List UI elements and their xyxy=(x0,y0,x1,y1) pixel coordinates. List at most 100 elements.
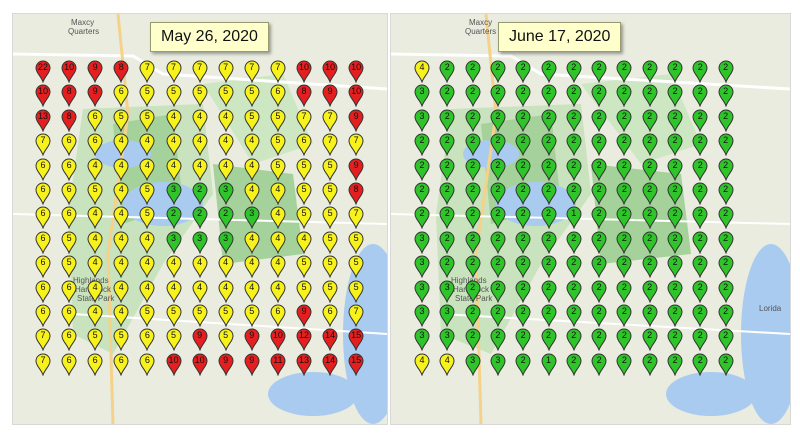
map-marker[interactable]: 2 xyxy=(692,255,708,279)
map-marker[interactable]: 8 xyxy=(348,182,364,205)
map-marker[interactable]: 5 xyxy=(296,182,312,205)
map-marker[interactable]: 2 xyxy=(667,231,683,254)
map-marker[interactable]: 2 xyxy=(616,206,632,230)
map-marker[interactable]: 2 xyxy=(439,109,455,132)
map-marker[interactable]: 2 xyxy=(439,60,455,83)
map-marker[interactable]: 5 xyxy=(322,255,338,279)
map-marker[interactable]: 4 xyxy=(87,304,103,327)
map-marker[interactable]: 3 xyxy=(165,231,182,254)
map-marker[interactable]: 5 xyxy=(113,109,129,132)
map-marker[interactable]: 2 xyxy=(515,84,531,108)
map-marker[interactable]: 2 xyxy=(642,304,658,327)
map-marker[interactable]: 10 xyxy=(61,60,77,83)
map-marker[interactable]: 7 xyxy=(322,133,338,157)
map-marker[interactable]: 3 xyxy=(218,182,234,205)
map-marker[interactable]: 2 xyxy=(490,133,506,157)
map-marker[interactable]: 5 xyxy=(113,328,129,352)
map-marker[interactable]: 6 xyxy=(87,133,103,157)
map-marker[interactable]: 2 xyxy=(591,304,607,327)
map-marker[interactable]: 6 xyxy=(61,280,77,303)
map-marker[interactable]: 10 xyxy=(296,60,312,83)
map-marker[interactable]: 4 xyxy=(87,231,103,254)
map-marker[interactable]: 4 xyxy=(218,280,234,303)
map-marker[interactable]: 5 xyxy=(139,109,155,132)
map-marker[interactable]: 5 xyxy=(139,182,155,205)
map-marker[interactable]: 2 xyxy=(566,255,582,279)
map-marker[interactable]: 2 xyxy=(642,255,658,279)
map-marker[interactable]: 5 xyxy=(244,84,260,108)
map-marker[interactable]: 2 xyxy=(718,158,734,181)
map-marker[interactable]: 2 xyxy=(692,60,708,83)
map-marker[interactable]: 6 xyxy=(139,328,155,352)
map-marker[interactable]: 9 xyxy=(87,84,103,108)
map-marker[interactable]: 2 xyxy=(718,255,734,279)
map-marker[interactable]: 2 xyxy=(667,158,683,181)
map-marker[interactable]: 2 xyxy=(515,255,531,279)
map-marker[interactable]: 9 xyxy=(87,60,103,83)
map-marker[interactable]: 5 xyxy=(87,328,103,352)
map-marker[interactable]: 2 xyxy=(718,182,734,205)
map-marker[interactable]: 6 xyxy=(270,304,286,327)
map-marker[interactable]: 14 xyxy=(322,353,338,376)
map-marker[interactable]: 2 xyxy=(616,328,632,352)
map-marker[interactable]: 2 xyxy=(218,206,234,230)
map-marker[interactable]: 8 xyxy=(113,60,129,83)
map-marker[interactable]: 5 xyxy=(322,158,338,181)
map-marker[interactable]: 2 xyxy=(616,84,632,108)
map-marker[interactable]: 7 xyxy=(348,133,364,157)
map-marker[interactable]: 4 xyxy=(113,182,129,205)
map-marker[interactable]: 2 xyxy=(692,84,708,108)
map-marker[interactable]: 6 xyxy=(35,231,51,254)
map-marker[interactable]: 4 xyxy=(87,280,103,303)
map-marker[interactable]: 2 xyxy=(515,353,531,376)
map-marker[interactable]: 4 xyxy=(296,231,312,254)
map-marker[interactable]: 5 xyxy=(218,84,234,108)
map-marker[interactable]: 5 xyxy=(296,255,312,279)
map-marker[interactable]: 4 xyxy=(113,158,129,181)
map-marker[interactable]: 6 xyxy=(35,206,51,230)
map-marker[interactable]: 4 xyxy=(139,158,155,181)
map-marker[interactable]: 10 xyxy=(322,60,338,83)
map-marker[interactable]: 9 xyxy=(218,353,234,376)
map-marker[interactable]: 2 xyxy=(566,231,582,254)
map-marker[interactable]: 2 xyxy=(616,280,632,303)
map-marker[interactable]: 6 xyxy=(87,353,103,376)
map-marker[interactable]: 2 xyxy=(616,255,632,279)
map-marker[interactable]: 6 xyxy=(61,304,77,327)
map-marker[interactable]: 4 xyxy=(165,109,182,132)
map-marker[interactable]: 22 xyxy=(35,60,51,83)
map-marker[interactable]: 5 xyxy=(244,304,260,327)
map-marker[interactable]: 2 xyxy=(192,206,208,230)
map-marker[interactable]: 2 xyxy=(667,353,683,376)
map-marker[interactable]: 2 xyxy=(616,133,632,157)
map-marker[interactable]: 2 xyxy=(540,109,557,132)
map-marker[interactable]: 2 xyxy=(616,158,632,181)
map-marker[interactable]: 4 xyxy=(165,255,182,279)
map-marker[interactable]: 2 xyxy=(692,304,708,327)
map-marker[interactable]: 5 xyxy=(270,109,286,132)
map-marker[interactable]: 2 xyxy=(515,304,531,327)
map-marker[interactable]: 1 xyxy=(566,206,582,230)
map-marker[interactable]: 2 xyxy=(465,133,481,157)
map-marker[interactable]: 4 xyxy=(87,158,103,181)
map-marker[interactable]: 2 xyxy=(465,280,481,303)
map-marker[interactable]: 5 xyxy=(322,231,338,254)
map-marker[interactable]: 9 xyxy=(296,304,312,327)
map-marker[interactable]: 4 xyxy=(139,231,155,254)
map-marker[interactable]: 1 xyxy=(540,353,557,376)
map-marker[interactable]: 2 xyxy=(192,182,208,205)
map-marker[interactable]: 5 xyxy=(218,304,234,327)
map-marker[interactable]: 2 xyxy=(490,158,506,181)
map-marker[interactable]: 2 xyxy=(465,328,481,352)
map-marker[interactable]: 2 xyxy=(414,206,430,230)
map-marker[interactable]: 15 xyxy=(348,328,364,352)
map-marker[interactable]: 7 xyxy=(322,109,338,132)
map-marker[interactable]: 2 xyxy=(566,182,582,205)
map-marker[interactable]: 2 xyxy=(490,206,506,230)
map-marker[interactable]: 2 xyxy=(642,109,658,132)
map-marker[interactable]: 2 xyxy=(692,133,708,157)
map-marker[interactable]: 2 xyxy=(616,60,632,83)
map-marker[interactable]: 5 xyxy=(322,182,338,205)
map-marker[interactable]: 5 xyxy=(322,280,338,303)
map-marker[interactable]: 2 xyxy=(642,158,658,181)
